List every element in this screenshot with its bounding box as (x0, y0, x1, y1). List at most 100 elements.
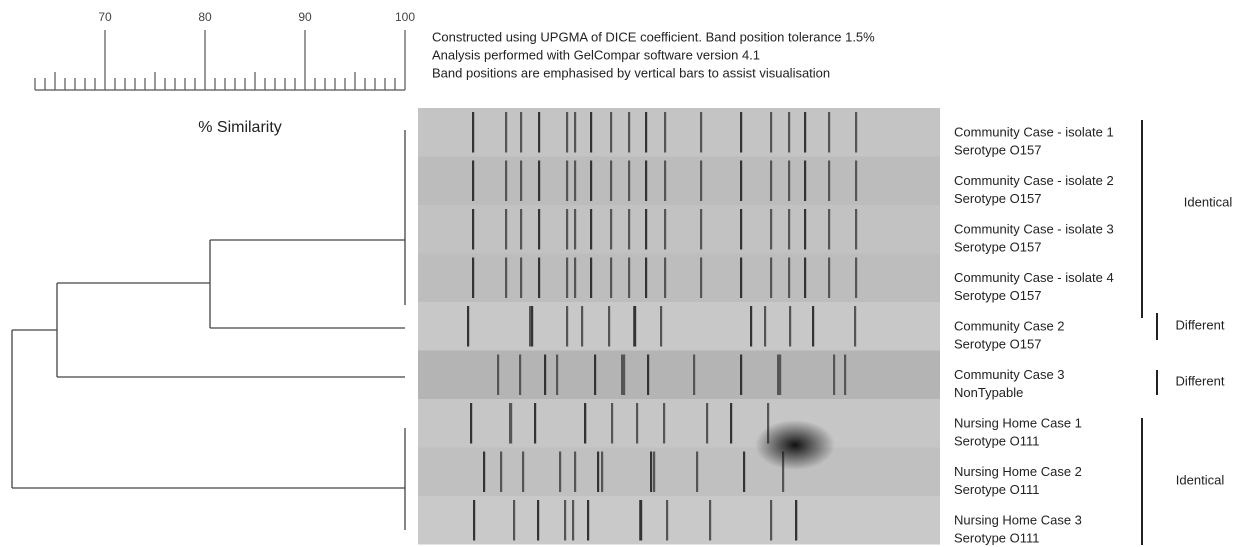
lane-serotype: NonTypable (954, 385, 1023, 400)
gel-band (700, 209, 703, 250)
gel-band (804, 160, 807, 201)
group-label: Identical (1184, 194, 1233, 209)
lane-name: Community Case - isolate 1 (954, 124, 1114, 139)
gel-band (623, 354, 626, 395)
gel-band (520, 257, 523, 298)
gel-band (828, 112, 831, 153)
gel-band (611, 403, 614, 444)
scale-tick-label: 80 (198, 10, 212, 24)
gel-image (418, 108, 940, 545)
gel-band (740, 257, 743, 298)
gel-band (660, 306, 663, 347)
gel-band (645, 257, 648, 298)
lane-serotype: Serotype O157 (954, 336, 1041, 351)
note: Analysis performed with GelCompar softwa… (432, 47, 760, 62)
gel-band (770, 160, 773, 201)
gel-band (779, 354, 782, 395)
gel-band (538, 257, 541, 298)
gel-band (767, 403, 770, 444)
scale-label: % Similarity (198, 119, 282, 136)
scale-tick-label: 100 (395, 10, 415, 24)
lane-serotype: Serotype O157 (954, 288, 1041, 303)
gel-band (828, 160, 831, 201)
gel-band (519, 354, 522, 395)
gel-band (782, 451, 785, 492)
gel-band (534, 403, 537, 444)
gel-band (538, 160, 541, 201)
gel-band (740, 209, 743, 250)
gel-band (706, 403, 709, 444)
lane-serotype: Serotype O157 (954, 239, 1041, 254)
gel-band (472, 257, 475, 298)
gel-band (590, 209, 593, 250)
gel-band (566, 209, 569, 250)
gel-band (608, 306, 611, 347)
gel-band (467, 306, 470, 347)
lane-name: Community Case 3 (954, 367, 1065, 382)
lane-labels: Community Case - isolate 1 Serotype O157 C… (954, 124, 1114, 545)
gel-band (647, 354, 650, 395)
lane-name: Nursing Home Case 1 (954, 415, 1082, 430)
gel-band (666, 500, 669, 541)
gel-band (788, 112, 791, 153)
gel-band (566, 306, 569, 347)
gel-band (587, 500, 590, 541)
gel-lane (418, 253, 940, 302)
gel-band (777, 354, 780, 395)
gel-band (664, 257, 667, 298)
gel-band (833, 354, 836, 395)
gel-band (628, 257, 631, 298)
gel-band (700, 160, 703, 201)
gel-band (693, 354, 696, 395)
lane-serotype: Serotype O111 (954, 530, 1040, 545)
gel-band (472, 209, 475, 250)
gel-band (855, 112, 858, 153)
gel-band (770, 209, 773, 250)
gel-band (770, 500, 773, 541)
gel-band (472, 160, 475, 201)
gel-band (472, 112, 475, 153)
gel-band (650, 451, 653, 492)
lane-name: Nursing Home Case 3 (954, 512, 1082, 527)
gel-lane (418, 156, 940, 205)
lane-serotype: Serotype O111 (954, 482, 1040, 497)
gel-band (634, 306, 637, 347)
gel-band (788, 160, 791, 201)
gel-lane (418, 205, 940, 254)
gel-band (522, 451, 525, 492)
gel-band (497, 354, 500, 395)
gel-band (566, 160, 569, 201)
gel-lane (418, 399, 940, 448)
gel-lane (418, 447, 940, 496)
gel-lane (418, 350, 940, 399)
group-label: Different (1176, 373, 1225, 388)
gel-band (645, 112, 648, 153)
gel-band (700, 257, 703, 298)
gel-band (564, 500, 567, 541)
gel-band (520, 112, 523, 153)
gel-band (574, 112, 577, 153)
gel-band (663, 403, 666, 444)
lane-serotype: Serotype O157 (954, 142, 1041, 157)
gel-band (531, 306, 534, 347)
gel-band (538, 209, 541, 250)
gel-band (505, 112, 508, 153)
gel-band (544, 354, 547, 395)
gel-band (610, 112, 613, 153)
gel-band (513, 500, 516, 541)
gel-band (597, 451, 600, 492)
scale-tick-label: 90 (298, 10, 312, 24)
dendrogram (11, 130, 406, 530)
gel-band (788, 257, 791, 298)
gel-band (743, 451, 746, 492)
gel-band (770, 257, 773, 298)
group-brackets: Identical Different Different Identical (1141, 120, 1233, 545)
gel-band (505, 257, 508, 298)
gel-band (750, 306, 753, 347)
gel-band (653, 451, 656, 492)
group-label: Different (1176, 317, 1225, 332)
gel-band (601, 451, 604, 492)
gel-band (788, 209, 791, 250)
gel-band (556, 354, 559, 395)
